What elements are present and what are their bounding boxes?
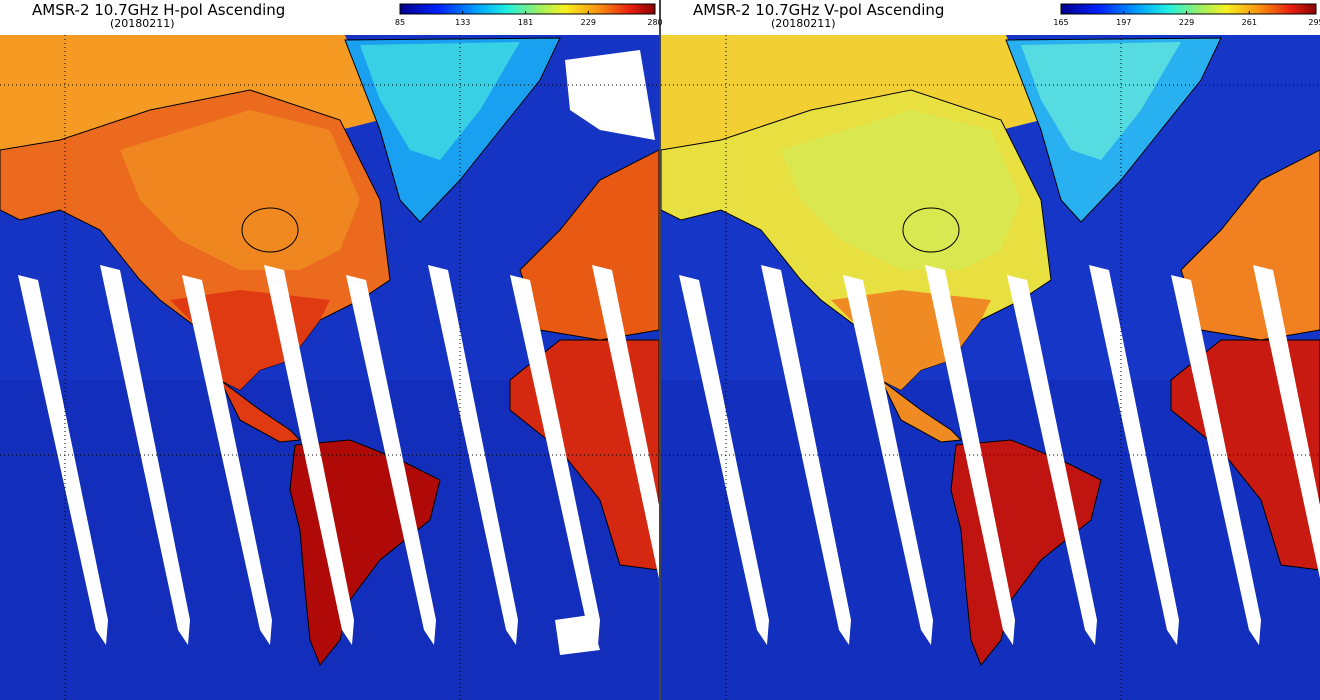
swath-gap	[1171, 275, 1261, 645]
hudson-bay	[902, 207, 960, 253]
arctic	[661, 35, 1041, 150]
panel-title: AMSR-2 10.7GHz H-pol Ascending	[32, 1, 285, 19]
swath-gap	[592, 265, 659, 579]
europe	[1180, 149, 1320, 341]
divider	[659, 0, 661, 700]
colorbar-tick-label: 85	[395, 18, 405, 27]
central-america	[219, 379, 302, 443]
colorbar-tick-label: 133	[455, 18, 470, 27]
colorbar-tick-label: 295	[1308, 18, 1320, 27]
colorbar-tick-label: 229	[581, 18, 596, 27]
europe	[519, 149, 659, 341]
swath-gap	[182, 275, 272, 645]
panel: AMSR-2 10.7GHz V-pol Ascending(20180211)…	[661, 1, 1320, 700]
panel: AMSR-2 10.7GHz H-pol Ascending(20180211)…	[0, 1, 663, 700]
panel-date: (20180211)	[771, 17, 836, 30]
colorbar	[399, 3, 656, 15]
canada	[781, 110, 1021, 270]
colorbar-tick-label: 165	[1053, 18, 1068, 27]
greenland-ice	[1021, 42, 1181, 160]
colorbar-tick-label: 181	[518, 18, 533, 27]
swath-gap	[18, 275, 108, 645]
greenland-ice	[360, 42, 520, 160]
swath-gap	[1253, 265, 1320, 579]
swath-gap	[1007, 275, 1097, 645]
panel-date: (20180211)	[110, 17, 175, 30]
swath-gap	[679, 275, 769, 645]
colorbar	[1060, 3, 1317, 15]
central-america	[880, 379, 963, 443]
swath-gap	[843, 275, 933, 645]
arctic	[0, 35, 380, 150]
sea-ice	[565, 50, 655, 140]
hudson-bay	[241, 207, 299, 253]
panel-title: AMSR-2 10.7GHz V-pol Ascending	[693, 1, 944, 19]
colorbar-tick-label: 280	[647, 18, 662, 27]
colorbar-tick-label: 229	[1179, 18, 1194, 27]
map	[661, 35, 1320, 700]
map	[0, 35, 659, 700]
swath-gap	[346, 275, 436, 645]
colorbar-tick-label: 261	[1242, 18, 1257, 27]
swath-gap	[510, 275, 600, 645]
colorbar-tick-label: 197	[1116, 18, 1131, 27]
canada	[120, 110, 360, 270]
